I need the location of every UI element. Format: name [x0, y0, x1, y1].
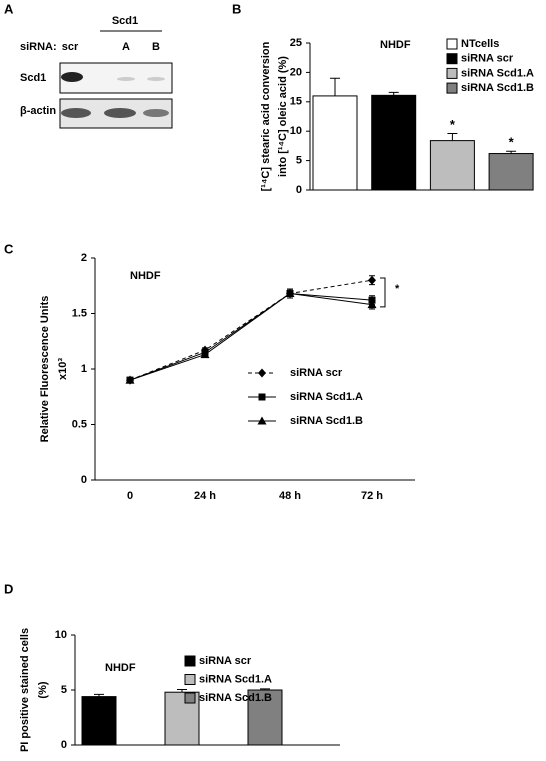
y-tick-label: 15	[290, 96, 302, 108]
y-tick-label: 0	[61, 739, 67, 751]
legend-swatch	[446, 53, 458, 65]
series-line	[129, 279, 373, 381]
y-tick-label: 10	[290, 125, 302, 137]
significance: *	[450, 117, 456, 132]
y-tick-label: 2	[81, 252, 87, 264]
panel-label: B	[232, 1, 241, 16]
y-axis-label: (%)	[37, 681, 49, 698]
legend-marker	[258, 393, 266, 401]
y-tick-label: 1.5	[72, 307, 87, 319]
legend-label: siRNA Scd1.A	[199, 673, 272, 685]
marker	[368, 275, 376, 285]
marker	[285, 289, 295, 298]
y-axis-label: [¹⁴C] stearic acid conversion	[260, 41, 272, 191]
legend-marker	[258, 368, 266, 378]
chart-title: NHDF	[380, 39, 411, 51]
error-bar	[447, 133, 458, 141]
y-tick-label: 25	[290, 37, 302, 49]
y-tick-label: 10	[55, 629, 67, 641]
series-line	[129, 293, 373, 381]
marker	[200, 350, 210, 359]
panel-label: A	[4, 1, 14, 16]
bar	[81, 696, 117, 746]
series-line	[129, 292, 373, 381]
y-tick-label: 20	[290, 66, 302, 78]
panel-label: C	[4, 241, 14, 256]
y-tick-label: 1	[81, 363, 87, 375]
legend-label: siRNA Scd1.A	[290, 391, 363, 403]
legend-label: siRNA scr	[290, 367, 343, 379]
legend-swatch	[184, 655, 196, 667]
y-tick-label: 0	[296, 184, 302, 196]
lane-label: scr	[62, 41, 79, 53]
y-tick-label: 0	[81, 474, 87, 486]
x-tick-label: 24 h	[194, 490, 216, 502]
error-bar	[506, 150, 517, 154]
blot-row-label: Scd1	[20, 72, 46, 84]
marker	[125, 375, 135, 384]
bar	[247, 689, 283, 746]
legend-label: siRNA scr	[199, 655, 252, 667]
blot-image	[59, 62, 173, 129]
y-axis-label: Relative Fluorescence Units	[39, 296, 51, 443]
chart-title: NHDF	[105, 662, 136, 674]
y-tick-label: 5	[296, 155, 302, 167]
annotation: *	[395, 283, 400, 295]
legend-label: siRNA scr	[461, 53, 514, 65]
bar	[371, 94, 417, 191]
bar	[488, 153, 534, 191]
lane-label: B	[152, 41, 160, 53]
error-bar	[177, 688, 187, 693]
y-axis-label: x10³	[57, 358, 69, 380]
marker	[367, 300, 377, 309]
legend-marker	[257, 416, 267, 425]
bar	[429, 140, 475, 191]
legend-label: siRNA Scd1.B	[461, 82, 534, 94]
x-tick-label: 48 h	[279, 490, 301, 502]
legend-swatch	[446, 82, 458, 94]
legend-label: siRNA Scd1.B	[199, 692, 272, 704]
legend-label: NTcells	[461, 38, 499, 50]
error-bar	[330, 77, 340, 96]
lane-label: A	[122, 41, 130, 53]
legend-swatch	[184, 692, 196, 704]
panel-label: D	[4, 581, 13, 596]
error-bar	[94, 693, 104, 697]
y-tick-label: 0.5	[72, 418, 87, 430]
blot-group-label: Scd1	[112, 15, 138, 27]
error-bar	[388, 91, 399, 96]
bar	[312, 95, 358, 191]
y-axis-label: into [¹⁴C] oleic acid (%)	[277, 56, 289, 177]
y-axis-label: PI positive stained cells	[19, 628, 31, 752]
legend-label: siRNA Scd1.A	[461, 67, 534, 79]
significance: *	[509, 135, 515, 150]
legend-swatch	[446, 67, 458, 79]
significance-bracket	[380, 277, 386, 308]
x-tick-label: 72 h	[361, 490, 383, 502]
legend-swatch	[184, 674, 196, 685]
blot-row-label: β-actin	[20, 105, 56, 117]
y-tick-label: 5	[61, 684, 67, 696]
blot-row-header: siRNA:	[20, 41, 57, 53]
chart-title: NHDF	[130, 270, 161, 282]
x-tick-label: 0	[127, 490, 133, 502]
legend-label: siRNA Scd1.B	[290, 415, 363, 427]
error-bar	[260, 688, 270, 690]
legend-swatch	[446, 38, 458, 50]
